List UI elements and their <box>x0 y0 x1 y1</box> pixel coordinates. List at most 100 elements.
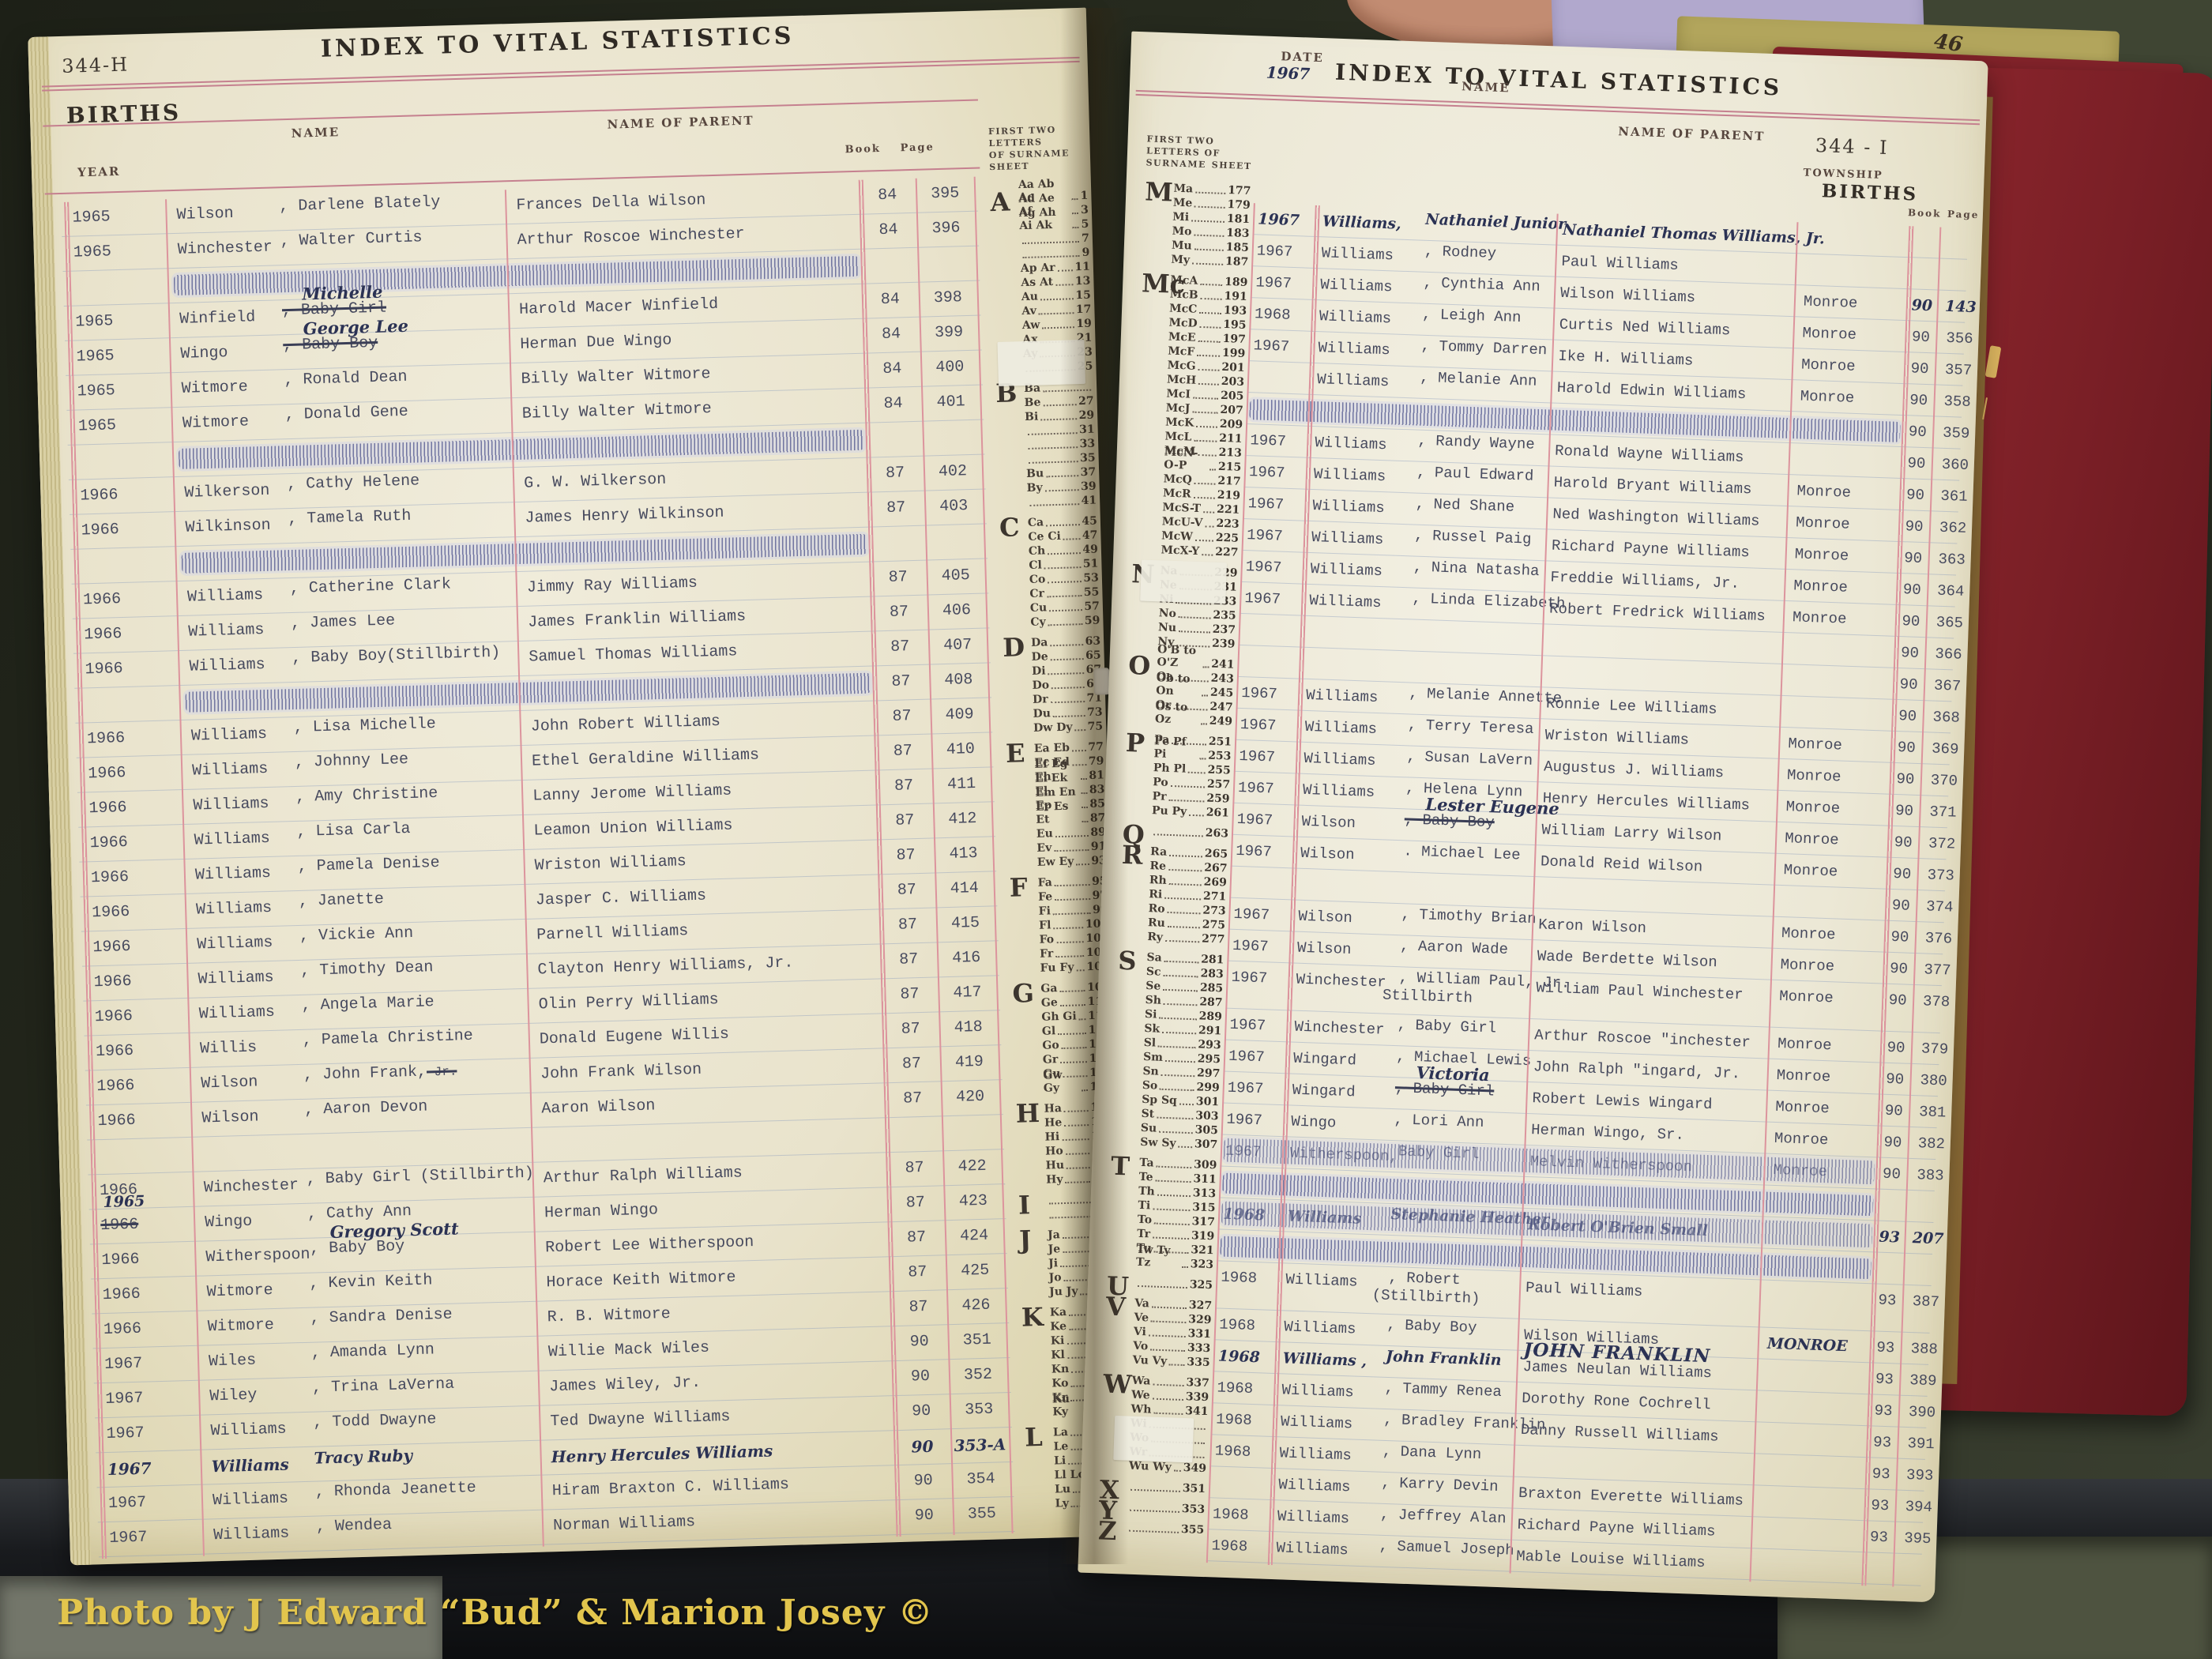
left-col-parent: NAME OF PARENT <box>607 113 754 132</box>
index-entry: 263 <box>1151 823 1229 841</box>
index-entry: Mo 183 <box>1172 224 1250 241</box>
index-entry: Ri 271 <box>1149 888 1227 904</box>
index-section: P Pa 251 Pe Pf Pi 253 Ph Pl 255 Po 257 Pr 259 Pu Py… <box>1125 727 1232 820</box>
index-entry: To 317 <box>1137 1213 1216 1229</box>
index-section: Mc McA 189 McB 191 McC 193 McD 195 McE 197 McF 199 Mc… <box>1141 268 1248 559</box>
index-entry: Re 267 <box>1149 860 1228 875</box>
index-entry: Nu 237 <box>1157 621 1236 637</box>
index-entry: Sl 293 <box>1143 1036 1221 1052</box>
carpet-bottom-left <box>0 1576 442 1659</box>
handwritten-date: 1967 <box>1266 62 1311 84</box>
index-entry: McC 193 <box>1168 302 1247 318</box>
index-entry: Tr 319 <box>1136 1227 1215 1243</box>
right-col-book: Book <box>1907 207 1942 220</box>
right-col-township: TOWNSHIP <box>1803 167 1883 182</box>
index-header-line1: FIRST TWO LETTERS <box>988 124 1056 149</box>
index-entry: Pe Pf Pi 253 <box>1153 735 1232 763</box>
index-entry: Tw Ty Tz 323 <box>1135 1243 1214 1272</box>
index-entry: McR 219 <box>1162 487 1241 502</box>
index-entry: Sw Sy 307 <box>1140 1135 1218 1152</box>
index-entry: Sk 291 <box>1144 1021 1222 1038</box>
header-rule <box>41 56 1080 92</box>
index-entry: McD 195 <box>1168 316 1247 332</box>
index-entry: McE 197 <box>1168 330 1247 346</box>
index-entry: Sa 281 <box>1146 951 1224 967</box>
index-entry: My 187 <box>1171 253 1249 269</box>
index-entry: Sn 297 <box>1142 1064 1221 1081</box>
index-entry: Te 311 <box>1138 1170 1217 1187</box>
photographer-watermark: Photo by J Edward “Bud” & Marion Josey © <box>57 1593 934 1633</box>
index-section: SSa281Sc283Se285Sh287Si289Sk291Sl293Sm29… <box>1112 946 1224 1152</box>
index-header-line1: FIRST TWO LETTERS OF SURNAME <box>1146 134 1221 171</box>
index-entry: Vu Vy 335 <box>1132 1353 1210 1370</box>
left-col-page: Page <box>900 141 935 155</box>
index-entry: McG 201 <box>1167 359 1245 374</box>
index-entry: O'B to O'Z 241 <box>1157 643 1235 672</box>
index-entry: McN-O-P 215 <box>1163 446 1242 474</box>
index-entry: Su 305 <box>1140 1121 1219 1138</box>
right-page: INDEX TO VITAL STATISTICS 344 - I BIRTHS… <box>1078 31 1988 1603</box>
right-section-label: BIRTHS <box>1821 180 1919 205</box>
left-table: 1965 Wilson, Darlene Blately Frances Della… <box>61 176 1015 1559</box>
index-entry: Sc 283 <box>1146 965 1224 981</box>
index-entry: We 339 <box>1130 1388 1209 1405</box>
index-entry: Mu 185 <box>1171 239 1250 255</box>
right-col-name: NAME <box>1461 79 1510 96</box>
cover-handwritten-note: 46 <box>1932 29 1965 58</box>
index-entry: McX-Y 227 <box>1161 544 1239 559</box>
index-entry: Vi 331 <box>1133 1325 1212 1341</box>
index-entry: Ma 177 <box>1173 182 1251 198</box>
right-col-page: Page <box>1947 208 1980 221</box>
right-table: 1967 Williams, Nathaniel Junior Nathaniel T… <box>1206 203 1977 1588</box>
index-entry: McK 209 <box>1164 416 1243 431</box>
left-page: 344-H INDEX TO VITAL STATISTICS BIRTHS N… <box>28 7 1129 1566</box>
index-entry: McH 203 <box>1166 373 1245 389</box>
index-entry: Ra 265 <box>1149 845 1228 861</box>
index-entry: McQ 217 <box>1163 472 1241 488</box>
index-entry: Si 289 <box>1144 1008 1223 1024</box>
index-entry: Po 257 <box>1152 776 1231 792</box>
index-section: O O'B to O'Z 241 Oa 243 Ob to On 245 Or 247 Os to… <box>1127 643 1235 728</box>
index-entry: Me 179 <box>1172 196 1251 213</box>
index-entry: McJ 207 <box>1165 401 1243 417</box>
index-header-line2: OF SURNAME SHEET <box>988 148 1070 173</box>
index-section: Q 263 <box>1122 818 1229 850</box>
index-entry: Mi 181 <box>1172 210 1251 227</box>
index-entry: St 303 <box>1141 1107 1219 1123</box>
index-entry: McL 211 <box>1164 430 1243 446</box>
index-section: R Ra 265 Re 267 Rh 269 Ri 271 Ro 273 Ru 275 Ry 277 <box>1121 839 1228 946</box>
index-entry: Wh 341 <box>1130 1402 1209 1419</box>
index-entry: McS-T 221 <box>1162 501 1240 517</box>
header-rule <box>1135 89 1981 126</box>
index-entry: Wa 337 <box>1131 1374 1210 1390</box>
right-col-date: DATE <box>1281 49 1325 66</box>
index-entry: Se 285 <box>1145 980 1224 995</box>
book-spine <box>1060 8 1128 1564</box>
index-entry: Va 327 <box>1134 1296 1213 1313</box>
left-col-book: Book <box>845 142 882 156</box>
index-entry: Sh 287 <box>1145 994 1223 1010</box>
index-entry: Ta 309 <box>1139 1156 1217 1172</box>
index-entry: Sp Sq 301 <box>1141 1093 1220 1109</box>
left-col-year: YEAR <box>77 164 121 180</box>
left-col-name: NAME <box>291 125 340 141</box>
correction-tape <box>1140 559 1227 604</box>
index-entry: Ob to On 245 <box>1156 672 1234 700</box>
index-entry: Pr 259 <box>1152 790 1230 806</box>
index-entry: McW 225 <box>1161 529 1240 545</box>
index-entry: Rh 269 <box>1149 874 1228 890</box>
index-entry: McF 199 <box>1168 344 1246 360</box>
index-entry: No 235 <box>1158 607 1236 623</box>
right-page-title: INDEX TO VITAL STATISTICS <box>1334 58 1783 101</box>
index-entry: Vo 333 <box>1133 1339 1211 1356</box>
index-entry: Os to Oz 249 <box>1154 700 1233 728</box>
index-entry: Ve 329 <box>1134 1311 1212 1327</box>
left-page-code: 344-H <box>61 53 130 77</box>
index-entry: Ti 315 <box>1138 1198 1216 1215</box>
header-rule-2 <box>43 99 979 131</box>
index-entry: Ph Pl 255 <box>1153 762 1232 777</box>
index-entry: 355 <box>1127 1520 1205 1537</box>
index-entry: 353 <box>1127 1499 1206 1516</box>
index-entry: So 299 <box>1142 1078 1221 1095</box>
